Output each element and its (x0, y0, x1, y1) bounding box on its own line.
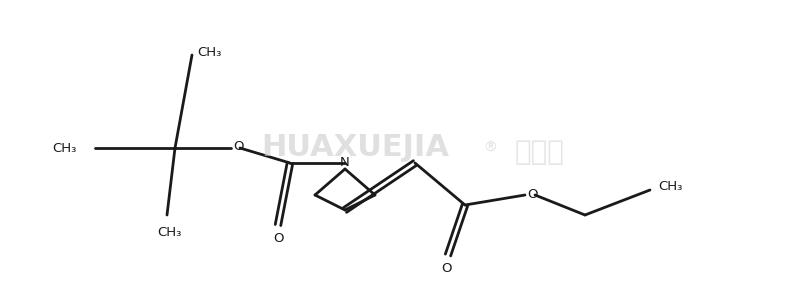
Text: O: O (272, 232, 284, 245)
Text: O: O (527, 188, 539, 201)
Text: CH₃: CH₃ (157, 225, 181, 238)
Text: ®: ® (483, 141, 497, 155)
Text: O: O (233, 140, 243, 153)
Text: N: N (340, 155, 350, 168)
Text: HUAXUEJIA: HUAXUEJIA (261, 134, 449, 163)
Text: CH₃: CH₃ (52, 142, 77, 155)
Text: CH₃: CH₃ (658, 179, 682, 193)
Text: O: O (441, 263, 451, 276)
Text: 化学加: 化学加 (515, 138, 565, 166)
Text: CH₃: CH₃ (197, 45, 221, 58)
